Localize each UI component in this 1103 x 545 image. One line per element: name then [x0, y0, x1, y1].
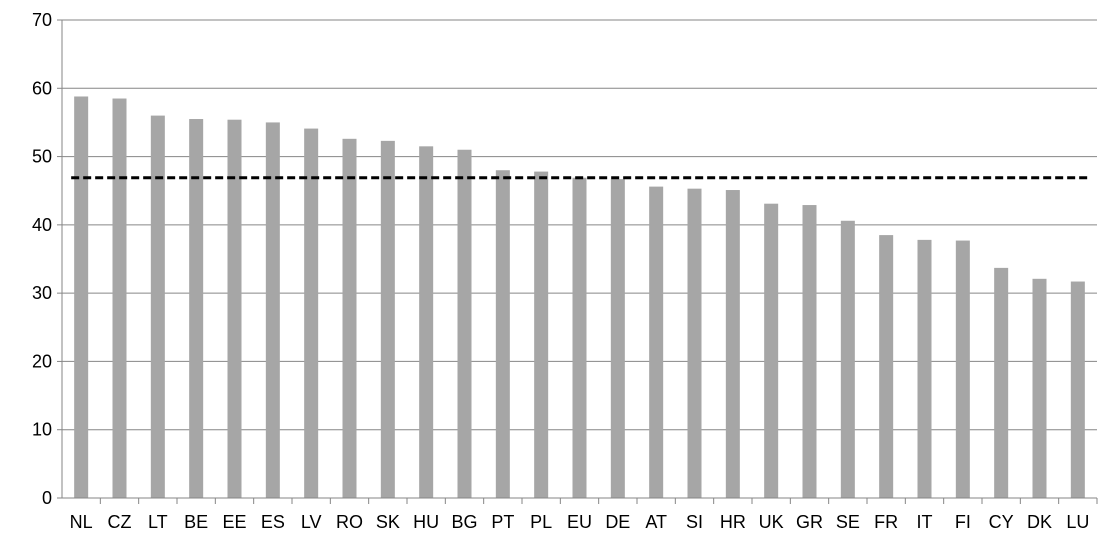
y-tick-label: 50	[32, 147, 52, 167]
x-tick-label-ee: EE	[222, 512, 246, 532]
axes	[57, 19, 1098, 504]
bar-pl	[534, 171, 549, 498]
bar-sk	[380, 140, 395, 498]
bar-be	[189, 119, 204, 498]
bar-pt	[495, 170, 510, 498]
bar-si	[687, 188, 702, 498]
x-tick-label-eu: EU	[567, 512, 592, 532]
y-tick-label: 0	[42, 488, 52, 508]
bar-hr	[725, 190, 740, 498]
y-tick-label: 30	[32, 283, 52, 303]
x-tick-label-cy: CY	[989, 512, 1014, 532]
bar-cy	[994, 267, 1009, 498]
x-tick-label-pt: PT	[491, 512, 514, 532]
x-tick-label-gr: GR	[796, 512, 823, 532]
y-tick-label: 70	[32, 10, 52, 30]
bar-lt	[150, 115, 165, 498]
x-tick-label-bg: BG	[451, 512, 477, 532]
x-tick-label-at: AT	[645, 512, 667, 532]
x-tick-labels: NL CZ LT BE EE ES LV RO SK HU BG PT PL EU DE AT SI HR UK GR…	[70, 512, 1090, 532]
x-tick-label-lu: LU	[1066, 512, 1089, 532]
bar-uk	[764, 203, 779, 498]
bar-fr	[879, 235, 894, 498]
bar-hu	[419, 146, 434, 499]
bar-es	[265, 122, 280, 498]
x-tick-label-de: DE	[605, 512, 630, 532]
bar-bg	[457, 149, 472, 498]
x-tick-label-hu: HU	[413, 512, 439, 532]
bar-ro	[342, 138, 357, 498]
x-tick-label-uk: UK	[759, 512, 784, 532]
bar-se	[840, 220, 855, 498]
x-tick-label-si: SI	[686, 512, 703, 532]
bar-lu	[1070, 281, 1085, 498]
y-tick-label: 10	[32, 420, 52, 440]
bar-eu	[572, 177, 587, 499]
x-tick-label-cz: CZ	[108, 512, 132, 532]
x-tick-label-lt: LT	[148, 512, 168, 532]
bar-nl	[74, 96, 89, 498]
x-tick-label-lv: LV	[301, 512, 322, 532]
bar-dk	[1032, 278, 1047, 498]
x-tick-label-es: ES	[261, 512, 285, 532]
x-tick-label-fi: FI	[955, 512, 971, 532]
bar-gr	[802, 205, 817, 498]
x-tick-label-se: SE	[836, 512, 860, 532]
y-tick-label: 40	[32, 215, 52, 235]
bar-lv	[304, 128, 319, 498]
bar-cz	[112, 98, 127, 499]
x-tick-label-pl: PL	[530, 512, 552, 532]
bars	[74, 96, 1085, 499]
bar-fi	[955, 240, 970, 498]
x-tick-label-be: BE	[184, 512, 208, 532]
x-tick-label-ro: RO	[336, 512, 363, 532]
y-tick-label: 60	[32, 78, 52, 98]
x-tick-label-nl: NL	[70, 512, 93, 532]
x-tick-label-fr: FR	[874, 512, 898, 532]
x-tick-label-sk: SK	[376, 512, 400, 532]
bar-at	[649, 186, 664, 499]
x-tick-label-hr: HR	[720, 512, 746, 532]
x-tick-label-dk: DK	[1027, 512, 1052, 532]
y-tick-label: 20	[32, 351, 52, 371]
bar-de	[610, 179, 625, 498]
x-tick-label-it: IT	[917, 512, 933, 532]
bar-it	[917, 239, 932, 498]
y-tick-labels: 0 10 20 30 40 50 60 70	[32, 10, 52, 508]
bar-ee	[227, 119, 242, 498]
